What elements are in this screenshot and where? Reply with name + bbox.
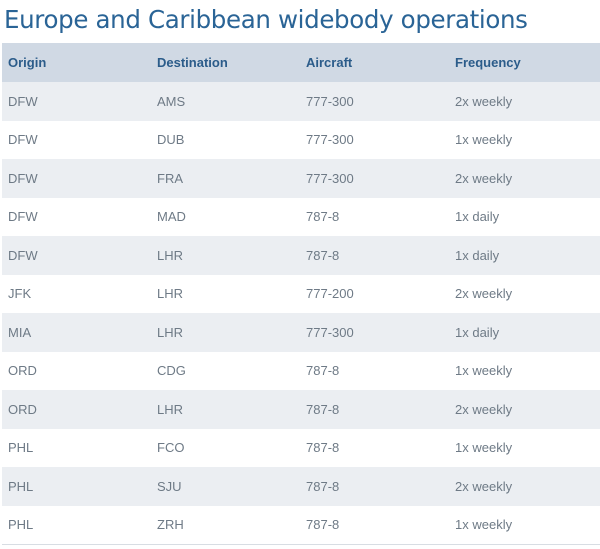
frequency-cell: 2x weekly bbox=[455, 401, 513, 417]
column-header-origin: Origin bbox=[8, 55, 47, 70]
table-row: MIA LHR 777-300 1x daily bbox=[2, 313, 600, 352]
frequency-cell: 1x weekly bbox=[455, 440, 513, 456]
destination-cell: ZRH bbox=[157, 517, 184, 533]
origin-cell: DFW bbox=[8, 209, 38, 225]
table-row: ORD CDG 787-8 1x weekly bbox=[2, 351, 600, 390]
column-header-aircraft: Aircraft bbox=[306, 55, 353, 70]
origin-cell: MIA bbox=[8, 324, 32, 340]
aircraft-cell: 787-8 bbox=[306, 440, 340, 456]
aircraft-cell: 777-200 bbox=[306, 286, 354, 302]
destination-cell: LHR bbox=[157, 247, 184, 263]
destination-cell: CDG bbox=[157, 363, 186, 379]
table-row: DFW FRA 777-300 2x weekly bbox=[2, 159, 600, 198]
origin-cell: DFW bbox=[8, 247, 38, 263]
origin-cell: DFW bbox=[8, 93, 38, 109]
table-row: ORD LHR 787-8 2x weekly bbox=[2, 390, 600, 429]
origin-cell: PHL bbox=[8, 517, 34, 533]
aircraft-cell: 787-8 bbox=[306, 209, 340, 225]
table-row: PHL ZRH 787-8 1x weekly bbox=[2, 505, 600, 544]
frequency-cell: 2x weekly bbox=[455, 93, 513, 109]
frequency-cell: 1x daily bbox=[455, 324, 500, 340]
destination-cell: FRA bbox=[157, 170, 183, 186]
destination-cell: SJU bbox=[157, 478, 182, 494]
operations-table: Origin Destination Aircraft Frequency DF… bbox=[2, 43, 600, 545]
origin-cell: PHL bbox=[8, 478, 34, 494]
destination-cell: LHR bbox=[157, 286, 184, 302]
table-row: PHL SJU 787-8 2x weekly bbox=[2, 467, 600, 506]
origin-cell: ORD bbox=[8, 363, 37, 379]
destination-cell: LHR bbox=[157, 401, 184, 417]
frequency-cell: 1x weekly bbox=[455, 132, 513, 148]
frequency-cell: 1x daily bbox=[455, 247, 500, 263]
aircraft-cell: 787-8 bbox=[306, 247, 340, 263]
destination-cell: DUB bbox=[157, 132, 185, 148]
table-row: PHL FCO 787-8 1x weekly bbox=[2, 428, 600, 467]
table-row: DFW DUB 777-300 1x weekly bbox=[2, 120, 600, 159]
destination-cell: LHR bbox=[157, 324, 184, 340]
origin-cell: DFW bbox=[8, 132, 38, 148]
origin-cell: DFW bbox=[8, 170, 38, 186]
frequency-cell: 2x weekly bbox=[455, 286, 513, 302]
table-row: DFW MAD 787-8 1x daily bbox=[2, 197, 600, 236]
frequency-cell: 1x daily bbox=[455, 209, 500, 225]
destination-cell: MAD bbox=[157, 209, 186, 225]
frequency-cell: 2x weekly bbox=[455, 478, 513, 494]
column-header-destination: Destination bbox=[157, 55, 228, 70]
table-row: JFK LHR 777-200 2x weekly bbox=[2, 274, 600, 313]
table-row: DFW AMS 777-300 2x weekly bbox=[2, 82, 600, 121]
destination-cell: FCO bbox=[157, 440, 185, 456]
origin-cell: PHL bbox=[8, 440, 34, 456]
page-title: Europe and Caribbean widebody operations bbox=[4, 5, 528, 34]
frequency-cell: 1x weekly bbox=[455, 363, 513, 379]
table-bottom-rule bbox=[2, 544, 600, 545]
aircraft-cell: 777-300 bbox=[306, 170, 354, 186]
origin-cell: ORD bbox=[8, 401, 37, 417]
aircraft-cell: 787-8 bbox=[306, 517, 340, 533]
aircraft-cell: 777-300 bbox=[306, 93, 354, 109]
aircraft-cell: 777-300 bbox=[306, 132, 354, 148]
frequency-cell: 1x weekly bbox=[455, 517, 513, 533]
aircraft-cell: 777-300 bbox=[306, 324, 354, 340]
column-header-frequency: Frequency bbox=[455, 55, 521, 70]
aircraft-cell: 787-8 bbox=[306, 478, 340, 494]
destination-cell: AMS bbox=[157, 93, 186, 109]
table-header-row: Origin Destination Aircraft Frequency bbox=[2, 43, 600, 82]
table-row: DFW LHR 787-8 1x daily bbox=[2, 236, 600, 275]
aircraft-cell: 787-8 bbox=[306, 401, 340, 417]
aircraft-cell: 787-8 bbox=[306, 363, 340, 379]
frequency-cell: 2x weekly bbox=[455, 170, 513, 186]
origin-cell: JFK bbox=[8, 286, 32, 302]
